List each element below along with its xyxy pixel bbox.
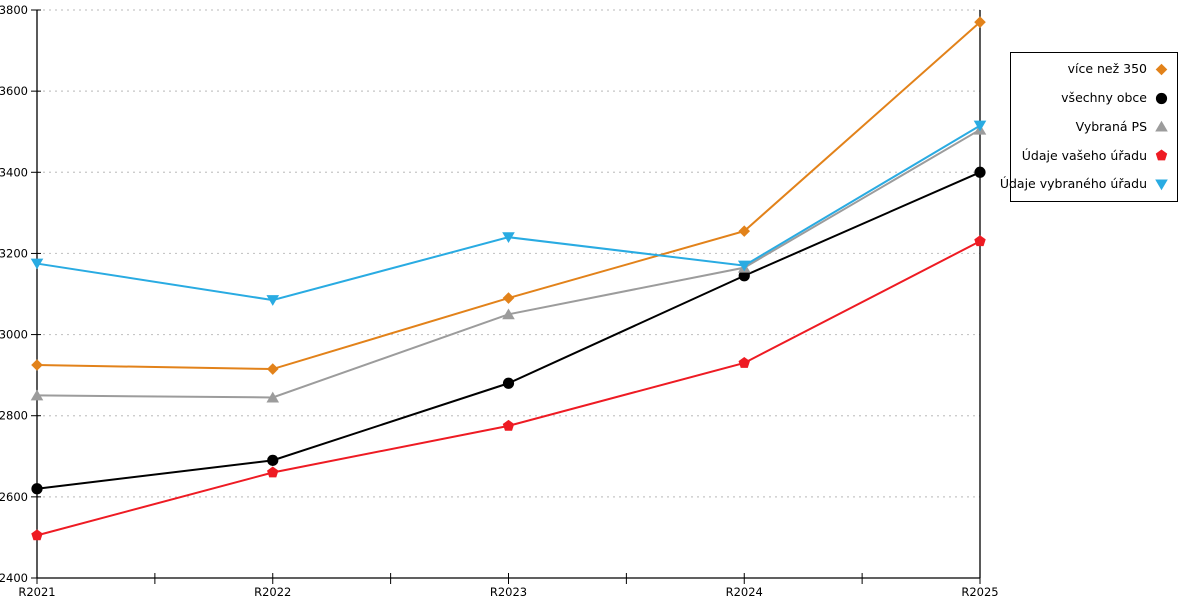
circle-icon <box>1155 92 1168 104</box>
triangle-up-icon <box>1155 121 1168 132</box>
triangle-down-icon <box>1155 179 1168 191</box>
y-tick-label: 3600 <box>0 84 28 98</box>
triangle-down-marker-icon <box>30 258 44 270</box>
pentagon-marker-icon <box>974 235 986 247</box>
diamond-marker-icon <box>502 292 515 304</box>
circle-marker-icon <box>738 270 750 282</box>
pentagon-marker-icon <box>267 466 279 478</box>
legend-item: všechny obce <box>1011 84 1177 112</box>
legend-label: Údaje vybraného úřadu <box>999 176 1147 192</box>
triangle-up-marker-icon <box>502 308 515 320</box>
triangle-up-marker-icon <box>30 389 44 401</box>
circle-icon <box>1155 92 1168 104</box>
triangle-up-icon <box>1155 121 1168 132</box>
legend-label: více než 350 <box>1067 61 1147 77</box>
x-tick-label: R2025 <box>961 585 998 599</box>
triangle-down-icon <box>1155 179 1168 191</box>
pentagon-icon <box>1155 149 1168 161</box>
y-tick-label: 3000 <box>0 328 28 342</box>
legend-item: Údaje vybraného úřadu <box>1000 171 1177 199</box>
pentagon-icon <box>1155 149 1168 161</box>
triangle-down-marker-icon <box>502 232 515 243</box>
x-tick-label: R2022 <box>254 585 291 599</box>
legend-item: více než 350 <box>1011 55 1177 83</box>
y-tick-label: 3200 <box>0 246 28 260</box>
legend-item: Údaje vašeho úřadu <box>1011 142 1177 170</box>
y-tick-label: 2800 <box>0 409 28 423</box>
legend-label: Vybraná PS <box>1075 118 1147 134</box>
pentagon-marker-icon <box>502 419 515 431</box>
legend-label: všechny obce <box>1061 89 1147 105</box>
legend-item: Vybraná PS <box>1011 113 1177 141</box>
legend: více než 350 všechny obce Vybraná PS Úda… <box>1000 52 1178 202</box>
diamond-marker-icon <box>31 359 43 371</box>
series-line <box>36 128 981 399</box>
x-tick-label: R2021 <box>18 585 55 599</box>
y-tick-label: 3400 <box>0 165 28 179</box>
legend-label: Údaje vašeho úřadu <box>1021 147 1147 163</box>
pentagon-marker-icon <box>738 356 750 368</box>
diamond-marker-icon <box>266 363 279 375</box>
series-line <box>36 171 981 490</box>
y-tick-label: 3800 <box>0 3 28 17</box>
circle-marker-icon <box>31 483 43 495</box>
triangle-down-marker-icon <box>973 120 987 132</box>
y-tick-label: 2600 <box>0 490 28 504</box>
triangle-down-marker-icon <box>737 260 751 272</box>
triangle-down-marker-icon <box>266 295 280 306</box>
y-tick-label: 2400 <box>0 571 28 585</box>
pentagon-marker-icon <box>31 529 43 541</box>
circle-marker-icon <box>267 454 279 466</box>
diamond-icon <box>1155 63 1168 76</box>
circle-marker-icon <box>502 377 515 389</box>
circle-marker-icon <box>974 166 986 178</box>
triangle-up-marker-icon <box>266 391 280 403</box>
diamond-icon <box>1155 63 1168 76</box>
x-tick-label: R2023 <box>490 585 527 599</box>
x-tick-label: R2024 <box>726 585 763 599</box>
